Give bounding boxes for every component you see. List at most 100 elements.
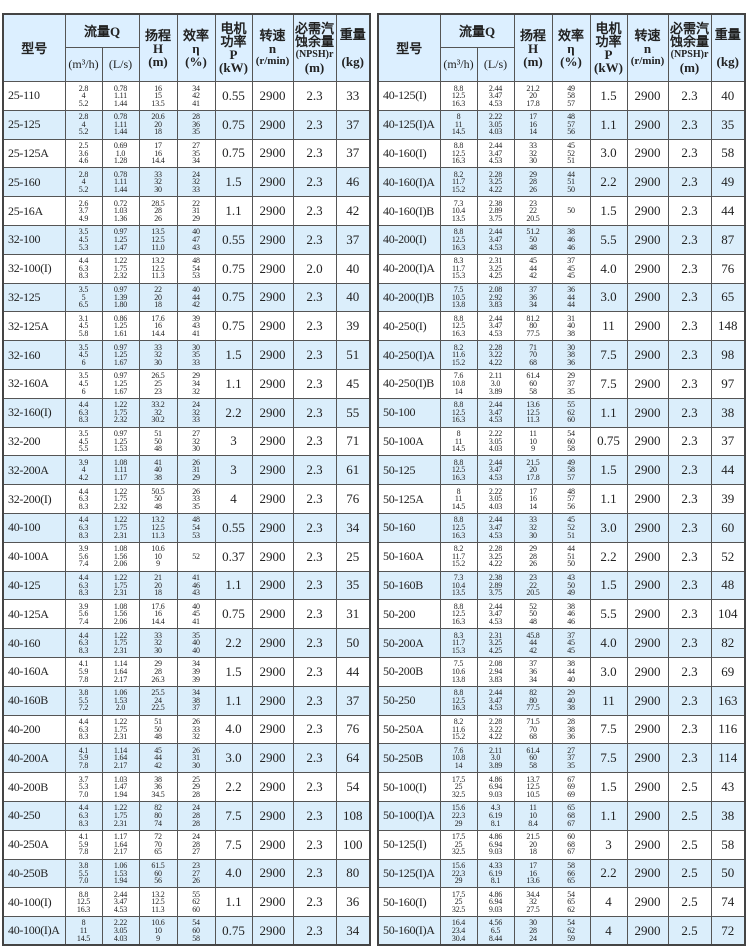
cell-model: 50-100A xyxy=(377,426,441,457)
cell-speed: 2900 xyxy=(251,253,294,284)
cell-head: 17.6 16 14.4 xyxy=(138,311,178,342)
weight-unit: (kg) xyxy=(716,54,739,69)
table-row: 25-125A 2.5 3.6 4.6 0.69 1.0 1.28 17 16 14.… xyxy=(2,138,371,169)
cell-model: 32-200 xyxy=(2,426,66,457)
table-row: 25-16A 2.6 3.7 4.9 0.72 1.03 1.36 28.5 28 2… xyxy=(2,196,371,226)
weight-label: 重量 xyxy=(714,27,741,42)
cell-efficiency: 36 44 44 xyxy=(551,282,591,313)
cell-model: 40-250(I) xyxy=(377,311,441,342)
cell-npsh: 2.5 xyxy=(667,772,712,802)
cell-npsh: 2.3 xyxy=(667,570,712,601)
cell-flow-ls: 4.56 6.5 8.44 xyxy=(476,916,515,946)
cell-power: 4 xyxy=(589,916,628,946)
cell-flow-m3h: 4.4 6.3 8.3 xyxy=(64,714,103,745)
cell-power: 1.5 xyxy=(589,81,628,111)
cell-power: 0.75 xyxy=(214,138,253,169)
cell-weight: 54 xyxy=(335,772,371,802)
cell-flow-ls: 2.08 2.94 3.83 xyxy=(476,656,515,687)
cell-power: 1.5 xyxy=(589,570,628,601)
cell-power: 7.5 xyxy=(214,800,253,831)
cell-efficiency: 44 51 50 xyxy=(551,541,591,572)
cell-speed: 2900 xyxy=(251,656,294,687)
table-row: 40-160(I) 8.8 12.5 16.3 2.44 3.47 4.53 33 3… xyxy=(377,138,746,169)
cell-head: 82 80 77.5 xyxy=(513,685,553,716)
cell-model: 50-250B xyxy=(377,743,441,774)
cell-flow-ls: 0.72 1.03 1.36 xyxy=(101,196,140,226)
cell-flow-m3h: 2.6 3.7 4.9 xyxy=(64,196,103,226)
cell-power: 7.5 xyxy=(589,368,628,399)
cell-flow-ls: 2.44 3.47 4.53 xyxy=(476,311,515,342)
cell-efficiency: 28 38 36 xyxy=(551,714,591,745)
cell-power: 1.1 xyxy=(589,800,628,831)
cell-flow-ls: 1.03 1.47 1.94 xyxy=(101,772,140,802)
cell-efficiency: 40 47 43 xyxy=(176,224,216,255)
cell-weight: 48 xyxy=(710,570,746,601)
cell-flow-m3h: 2.8 4 5.2 xyxy=(64,167,103,198)
table-row: 50-125(I) 17.5 25 32.5 4.86 6.94 9.03 21.5 … xyxy=(377,829,746,860)
cell-flow-ls: 2.11 3.0 3.89 xyxy=(476,743,515,774)
cell-model: 40-250(I)A xyxy=(377,340,441,370)
cell-model: 50-160(I) xyxy=(377,887,441,918)
table-row: 40-200A 4.1 5.9 7.8 1.14 1.64 2.17 45 44 42… xyxy=(2,743,371,774)
cell-power: 2.2 xyxy=(214,628,253,658)
cell-power: 1.1 xyxy=(589,109,628,140)
cell-flow-ls: 2.11 3.0 3.89 xyxy=(476,368,515,399)
cell-weight: 76 xyxy=(710,253,746,284)
cell-flow-ls: 4.86 6.94 9.03 xyxy=(476,772,515,802)
cell-power: 0.37 xyxy=(214,541,253,572)
cell-model: 40-160(I)A xyxy=(377,167,441,198)
cell-efficiency: 38 44 40 xyxy=(551,656,591,687)
cell-model: 50-100 xyxy=(377,397,441,428)
cell-model: 32-160 xyxy=(2,340,66,370)
weight-unit: (kg) xyxy=(341,54,364,69)
cell-efficiency: 58 66 65 xyxy=(551,858,591,889)
table-row: 40-160 4.4 6.3 8.3 1.22 1.75 2.31 33 32 30 3… xyxy=(2,628,371,658)
col-model-header: 型号 xyxy=(2,13,66,82)
table-row: 50-125A 8 11 14.5 2.22 3.05 4.03 17 16 14 48… xyxy=(377,484,746,514)
cell-flow-m3h: 8.3 11.7 15.3 xyxy=(439,628,478,658)
speed-unit: (r/min) xyxy=(630,54,665,67)
cell-speed: 2900 xyxy=(626,311,669,342)
cell-flow-m3h: 17.5 25 32.5 xyxy=(439,829,478,860)
cell-efficiency: 24 28 27 xyxy=(176,829,216,860)
cell-speed: 2900 xyxy=(251,743,294,774)
cell-speed: 2900 xyxy=(251,484,294,514)
cell-weight: 116 xyxy=(710,714,746,745)
cell-efficiency: 22 31 29 xyxy=(176,196,216,226)
cell-model: 25-110 xyxy=(2,81,66,111)
cell-efficiency: 67 69 69 xyxy=(551,772,591,802)
cell-speed: 2900 xyxy=(251,628,294,658)
cell-npsh: 2.3 xyxy=(292,714,337,745)
cell-power: 7.5 xyxy=(214,829,253,860)
cell-flow-ls: 2.44 3.47 4.53 xyxy=(476,81,515,111)
cell-efficiency: 31 40 38 xyxy=(551,311,591,342)
cell-flow-ls: 1.17 1.64 2.17 xyxy=(101,829,140,860)
cell-flow-ls: 2.22 3.05 4.03 xyxy=(476,426,515,457)
cell-efficiency: 27 32 30 xyxy=(176,426,216,457)
table-row: 40-100 4.4 6.3 8.3 1.22 1.75 2.31 13.2 12.5… xyxy=(2,512,371,543)
cell-model: 40-200 xyxy=(2,714,66,745)
cell-flow-ls: 1.22 1.75 2.32 xyxy=(101,397,140,428)
cell-flow-m3h: 7.3 10.4 13.5 xyxy=(439,570,478,601)
cell-weight: 58 xyxy=(710,138,746,169)
cell-weight: 37 xyxy=(335,685,371,716)
col-power-header: 电机功率 P (kW) xyxy=(589,13,628,82)
cell-power: 5.5 xyxy=(589,599,628,630)
speed-symbol: n xyxy=(643,40,652,56)
table-row: 40-160A 4.1 5.9 7.8 1.14 1.64 2.17 29 28 26… xyxy=(2,656,371,687)
cell-npsh: 2.3 xyxy=(667,253,712,284)
cell-flow-m3h: 8.2 11.6 15.2 xyxy=(439,714,478,745)
cell-weight: 38 xyxy=(710,800,746,831)
table-row: 50-160(I) 17.5 25 32.5 4.86 6.94 9.03 34.4 … xyxy=(377,887,746,918)
cell-flow-ls: 1.08 1.56 2.06 xyxy=(101,599,140,630)
cell-head: 51.2 50 48 xyxy=(513,224,553,255)
cell-power: 1.5 xyxy=(589,196,628,226)
cell-flow-ls: 0.86 1.25 1.61 xyxy=(101,311,140,342)
cell-power: 2.2 xyxy=(589,541,628,572)
cell-flow-ls: 2.44 3.47 4.53 xyxy=(476,397,515,428)
cell-power: 4.0 xyxy=(214,714,253,745)
cell-flow-m3h: 8.8 12.5 16.3 xyxy=(439,138,478,169)
cell-weight: 50 xyxy=(710,858,746,889)
table-row: 40-200 4.4 6.3 8.3 1.22 1.75 2.31 51 50 48 2… xyxy=(2,714,371,745)
cell-power: 3.0 xyxy=(214,743,253,774)
